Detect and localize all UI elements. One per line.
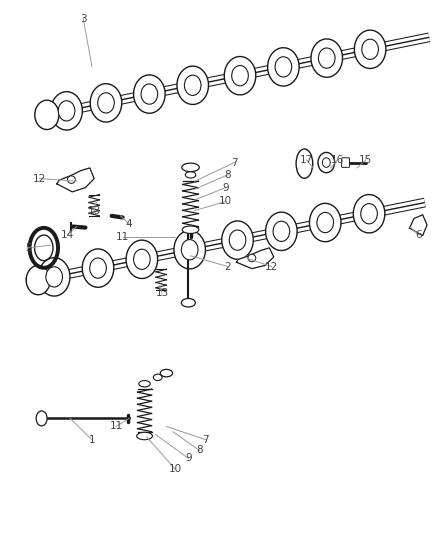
Ellipse shape [137, 432, 152, 440]
Ellipse shape [222, 221, 253, 260]
Text: 1: 1 [88, 435, 95, 445]
Text: 3: 3 [80, 14, 87, 23]
Text: 8: 8 [196, 446, 203, 455]
Text: 11: 11 [116, 232, 129, 242]
Ellipse shape [182, 226, 199, 233]
Ellipse shape [318, 152, 335, 173]
Text: 5: 5 [25, 243, 32, 253]
Ellipse shape [46, 266, 63, 287]
Ellipse shape [296, 149, 313, 179]
Ellipse shape [177, 66, 208, 104]
Ellipse shape [185, 172, 196, 178]
Ellipse shape [182, 163, 199, 172]
FancyBboxPatch shape [342, 158, 350, 167]
Ellipse shape [90, 258, 106, 278]
Ellipse shape [224, 56, 256, 95]
Ellipse shape [232, 66, 248, 86]
Text: 9: 9 [222, 183, 229, 192]
Ellipse shape [273, 221, 290, 241]
Ellipse shape [361, 204, 378, 224]
Ellipse shape [318, 48, 335, 68]
Ellipse shape [362, 39, 378, 60]
Ellipse shape [311, 39, 343, 77]
Ellipse shape [248, 254, 256, 262]
Ellipse shape [181, 298, 195, 307]
Ellipse shape [160, 369, 173, 377]
Ellipse shape [58, 101, 75, 121]
Ellipse shape [139, 381, 150, 387]
Ellipse shape [26, 265, 50, 295]
Ellipse shape [36, 411, 47, 426]
Ellipse shape [268, 47, 299, 86]
Text: 14: 14 [61, 230, 74, 239]
Text: 15: 15 [359, 155, 372, 165]
Text: 4: 4 [126, 219, 133, 229]
Text: 9: 9 [185, 454, 192, 463]
Ellipse shape [265, 212, 297, 251]
Ellipse shape [317, 212, 334, 233]
Ellipse shape [322, 158, 330, 167]
Text: 7: 7 [202, 435, 209, 445]
Text: 13: 13 [155, 288, 169, 298]
Ellipse shape [98, 93, 114, 113]
Ellipse shape [35, 100, 59, 130]
Text: 8: 8 [224, 170, 231, 180]
Ellipse shape [82, 249, 114, 287]
Text: 6: 6 [415, 230, 422, 239]
Ellipse shape [184, 75, 201, 95]
Text: 17: 17 [300, 155, 313, 165]
Ellipse shape [90, 84, 122, 122]
Ellipse shape [353, 195, 385, 233]
Ellipse shape [51, 92, 82, 130]
Text: 2: 2 [224, 262, 231, 271]
Ellipse shape [354, 30, 386, 69]
Polygon shape [237, 248, 274, 269]
Ellipse shape [134, 75, 165, 114]
Ellipse shape [67, 176, 75, 183]
Ellipse shape [309, 203, 341, 242]
Ellipse shape [153, 374, 162, 381]
Text: 11: 11 [110, 422, 123, 431]
Ellipse shape [181, 239, 198, 260]
Text: 12: 12 [33, 174, 46, 183]
Ellipse shape [126, 240, 158, 279]
Polygon shape [57, 168, 94, 192]
Ellipse shape [229, 230, 246, 251]
Text: 12: 12 [265, 262, 278, 271]
Text: 10: 10 [219, 197, 232, 206]
Ellipse shape [134, 249, 150, 270]
Ellipse shape [275, 56, 292, 77]
Text: 7: 7 [231, 158, 238, 167]
Ellipse shape [174, 230, 205, 269]
Polygon shape [410, 215, 427, 236]
Text: 13: 13 [88, 206, 101, 215]
Ellipse shape [39, 257, 70, 296]
Text: 10: 10 [169, 464, 182, 474]
Text: 16: 16 [331, 155, 344, 165]
Ellipse shape [141, 84, 158, 104]
